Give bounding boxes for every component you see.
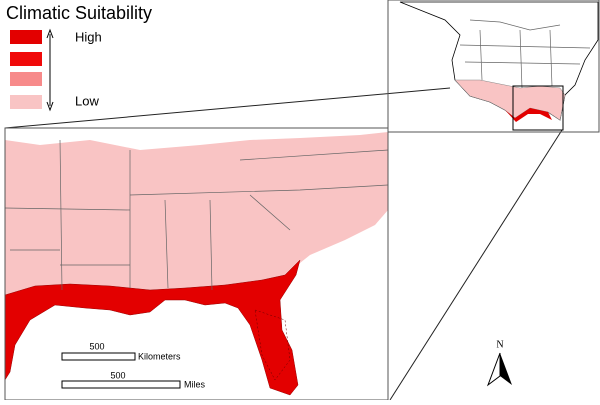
low-suitability-region [5,132,388,295]
inset-extent [512,85,564,131]
scale-mi-value: 500 [110,370,125,380]
legend-arrowheads [46,28,54,112]
legend-high: High [75,29,102,44]
scale-km-bar [61,352,136,361]
scale-km-value: 500 [89,341,104,351]
legend-swatch [10,95,42,109]
north-arrow: N [486,339,512,387]
high-suitability-region [4,259,301,396]
scale-bars: 500 Kilometers 500 Miles [61,341,206,389]
scale-mi-unit: Miles [184,379,206,389]
legend-low: Low [75,93,99,108]
scale-km-unit: Kilometers [138,351,181,361]
connector-line [4,87,451,129]
connector-line [389,129,563,401]
legend-title: Climatic Suitability [6,3,152,23]
legend-swatch [10,52,42,66]
north-label: N [496,339,503,350]
scale-mi-bar [61,380,181,389]
legend-swatch [10,30,42,44]
inset-map [387,0,600,133]
legend: Climatic Suitability High Low [6,3,152,112]
legend-swatch [10,72,42,86]
